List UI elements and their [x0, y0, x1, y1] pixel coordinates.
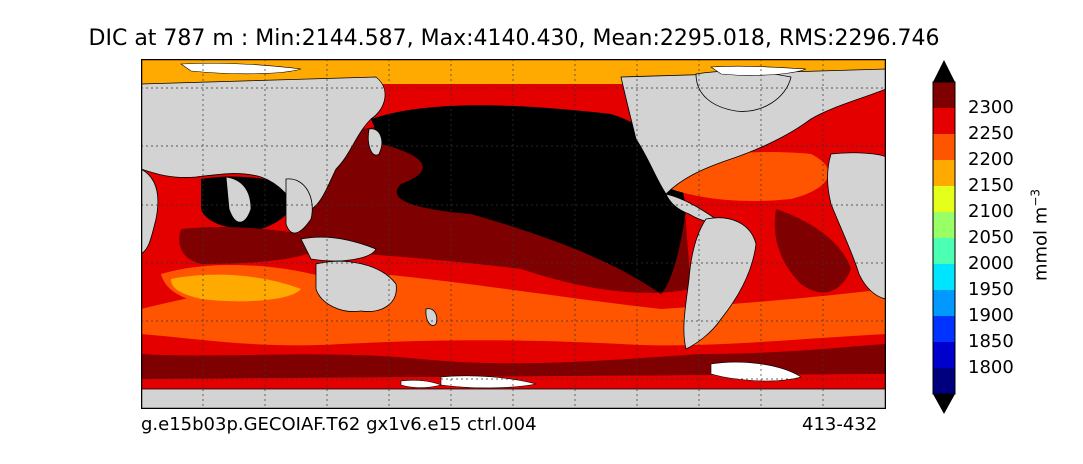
land-antarctica: [141, 388, 886, 409]
colorbar-tick-label: 1850: [968, 331, 1014, 352]
colorbar-segment: [933, 290, 955, 317]
ocean-map: [141, 59, 886, 409]
colorbar-segment: [933, 186, 955, 213]
run-name-caption: g.e15b03p.GECOIAF.T62 gx1v6.e15 ctrl.004: [141, 414, 537, 435]
land-africa-west: [141, 168, 159, 255]
colorbar-tick-label: 2250: [968, 123, 1014, 144]
colorbar-tick-label: 1950: [968, 279, 1014, 300]
colorbar-underflow-cap: [933, 394, 955, 414]
graticule: [141, 59, 886, 409]
indian-light-orange: [171, 274, 301, 302]
ice-arctic-west: [180, 62, 302, 75]
colorbar-tick-label: 2100: [968, 201, 1014, 222]
colorbar-segment: [933, 212, 955, 239]
colorbar-segment: [933, 238, 955, 265]
land: [141, 68, 886, 409]
pacific-black-core: [371, 105, 686, 294]
colorbar-tick-label: 2150: [968, 175, 1014, 196]
colorbar-tick-label: 2200: [968, 149, 1014, 170]
ice-ross-east: [400, 379, 442, 388]
colorbar-segment: [933, 108, 955, 135]
land-north-america: [620, 68, 886, 195]
colorbar-segment: [933, 134, 955, 161]
ice-ross: [440, 375, 537, 389]
colorbar-overflow-cap: [933, 60, 955, 82]
colorbar-tick-label: 1800: [968, 357, 1014, 378]
colorbar-tick-label: 2000: [968, 253, 1014, 274]
colorbar-segment: [933, 264, 955, 291]
land-maritime: [300, 236, 377, 262]
colorbar-tick-label: 2050: [968, 227, 1014, 248]
land-africa-east: [827, 152, 886, 300]
plot-title: DIC at 787 m : Min:2144.587, Max:4140.43…: [88, 26, 940, 51]
atlantic-darkred-south: [774, 209, 851, 293]
year-range-caption: 413-432: [802, 414, 878, 435]
land-southeast-asia: [285, 178, 313, 234]
colorbar-units: mmol m−3: [1028, 188, 1052, 282]
colorbar-segment: [933, 368, 955, 395]
ice-weddell: [710, 361, 802, 382]
colorbar-tick-label: 2300: [968, 97, 1014, 118]
sea-ice: [180, 62, 807, 389]
indian-darkred: [179, 227, 331, 264]
land-japan: [367, 128, 383, 156]
colorbar-segment: [933, 342, 955, 369]
colorbar: [932, 60, 956, 414]
map-frame: [141, 59, 886, 409]
colorbar-segment: [933, 316, 955, 343]
colorbar-frame: [932, 81, 956, 395]
colorbar-segment: [933, 82, 955, 109]
land-india: [225, 176, 252, 223]
colorbar-segment: [933, 160, 955, 187]
colorbar-tick-label: 1900: [968, 305, 1014, 326]
ice-arctic-east: [710, 65, 807, 76]
land-south-america: [683, 217, 757, 350]
land-new-zealand: [425, 308, 438, 326]
